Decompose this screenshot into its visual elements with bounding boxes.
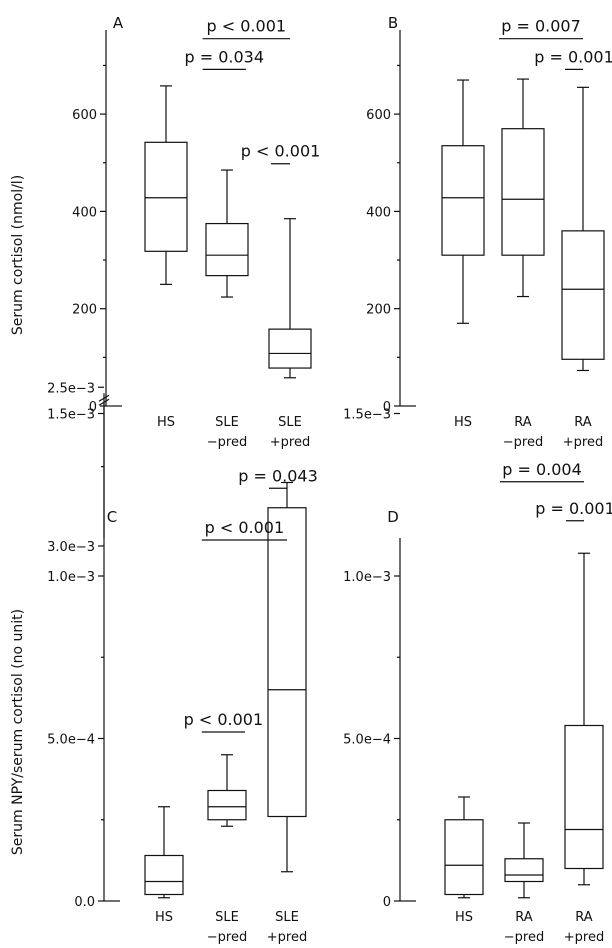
panel-A: A 0 200 400 600 HS SLE −pred SLE +pred p < 0.001 p … (72, 14, 320, 450)
y-tick-label: 400 (72, 205, 97, 220)
iqr-box (561, 230, 605, 360)
category-label: HS (155, 910, 173, 925)
y-tick-label: 200 (366, 303, 391, 318)
category-label: RA (515, 910, 533, 925)
p-value-label: p = 0.001 (535, 499, 612, 518)
box-3 (267, 481, 307, 873)
category-label: +pred (563, 435, 603, 450)
category-label: RA (575, 910, 593, 925)
panel-label: B (388, 14, 398, 32)
iqr-box (501, 128, 545, 256)
category-label: RA (514, 415, 532, 430)
category-label: SLE (275, 910, 299, 925)
category-label: HS (455, 910, 473, 925)
p-value-label: p = 0.034 (184, 47, 264, 66)
category-label: −pred (207, 930, 247, 945)
p-value-label: p < 0.001 (207, 17, 287, 36)
category-label: HS (454, 415, 472, 430)
p-value-label: p < 0.001 (241, 142, 321, 161)
y-tick-label: 1.5e−3 (343, 408, 391, 423)
box-2 (501, 78, 545, 298)
y-tick-label-upper: 3.0e−3 (47, 540, 95, 555)
p-value-label: p = 0.001 (534, 47, 612, 66)
p-value-label: p = 0.007 (501, 17, 581, 36)
category-label: +pred (270, 435, 310, 450)
y-tick-label: 0.0 (74, 895, 95, 910)
iqr-box (207, 789, 247, 821)
box-2 (205, 169, 249, 298)
panel-label: C (107, 508, 117, 526)
iqr-box (444, 819, 484, 896)
y-tick-label: 200 (72, 303, 97, 318)
box-1 (441, 79, 485, 324)
iqr-box (205, 222, 249, 277)
y-tick-label: 1.0e−3 (47, 570, 95, 585)
y-tick-label: 400 (366, 205, 391, 220)
box-3 (268, 218, 312, 379)
y-tick-label: 600 (72, 108, 97, 123)
y-tick-label: 0 (383, 400, 391, 415)
p-value-label: p < 0.001 (184, 710, 264, 729)
p-value-label: p = 0.004 (502, 460, 582, 479)
y-tick-label: 1.0e−3 (343, 570, 391, 585)
box-2 (504, 822, 544, 899)
category-label: RA (574, 415, 592, 430)
iqr-box (144, 141, 188, 252)
panel-C: C 0.0 5.0e−4 1.0e−3 1.5e−3 2.5e−3 3.0e−3 HS SLE −… (47, 381, 318, 945)
panel-B: B 0 200 400 600 HS RA −pred RA +pred p = 0.007 p = … (366, 14, 612, 450)
box-2 (207, 754, 247, 827)
y-axis-label-npy-ratio: Serum NPY/serum cortisol (no unit) (10, 609, 26, 855)
category-label: −pred (504, 930, 544, 945)
category-label: HS (157, 415, 175, 430)
p-value-label: p < 0.001 (205, 518, 285, 537)
y-tick-label: 600 (366, 108, 391, 123)
category-label: +pred (267, 930, 307, 945)
iqr-box (564, 724, 604, 870)
box-1 (144, 806, 184, 899)
category-label: −pred (207, 435, 247, 450)
category-label: SLE (215, 415, 239, 430)
iqr-box (268, 328, 312, 369)
box-1 (444, 796, 484, 899)
iqr-box (504, 858, 544, 883)
box-3 (564, 552, 604, 886)
category-label: +pred (564, 930, 604, 945)
y-tick-label: 0 (383, 895, 391, 910)
panel-label: A (113, 14, 124, 32)
iqr-box (144, 854, 184, 896)
axis-break-mark (98, 394, 110, 406)
box-1 (144, 85, 188, 285)
box-3 (561, 86, 605, 372)
category-label: −pred (503, 435, 543, 450)
y-axis-label-cortisol: Serum cortisol (nmol/l) (10, 175, 26, 335)
y-tick-label: 5.0e−4 (343, 733, 391, 748)
y-tick-label: 1.5e−3 (47, 408, 95, 423)
iqr-box (267, 507, 307, 818)
p-value-label: p = 0.043 (238, 466, 318, 485)
y-tick-label-upper: 2.5e−3 (47, 381, 95, 396)
category-label: SLE (278, 415, 302, 430)
y-tick-label: 5.0e−4 (47, 733, 95, 748)
iqr-box (441, 145, 485, 256)
panel-label: D (387, 508, 399, 526)
category-label: SLE (215, 910, 239, 925)
y-tick-label: 0 (89, 400, 97, 415)
panel-D: D 0 5.0e−4 1.0e−3 1.5e−3 HS RA −pred RA +pred p = … (343, 408, 612, 946)
